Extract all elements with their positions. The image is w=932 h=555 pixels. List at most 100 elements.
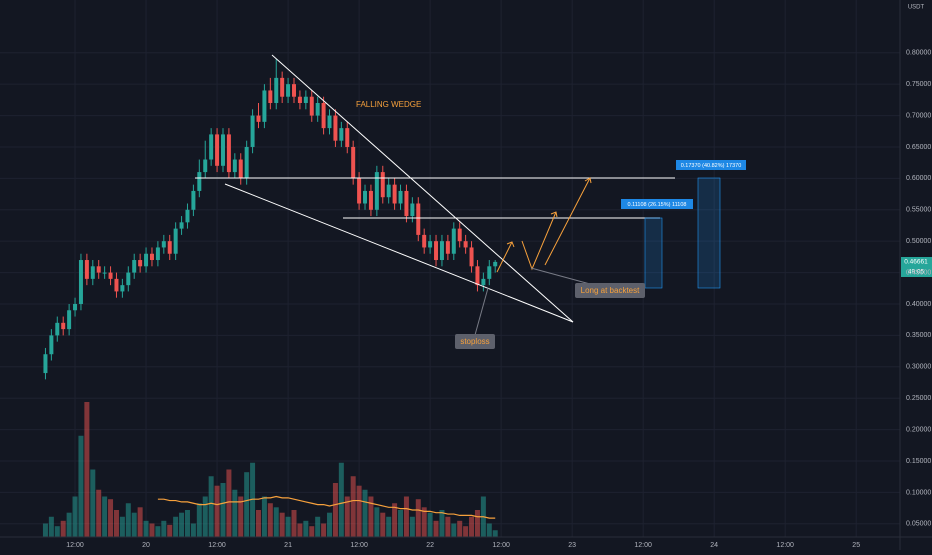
candle-body bbox=[73, 303, 78, 311]
arrow bbox=[544, 177, 591, 266]
candle-body bbox=[392, 184, 397, 204]
volume-bar bbox=[279, 512, 285, 537]
candle-body bbox=[161, 241, 166, 248]
candle-body bbox=[416, 203, 421, 235]
volume-bar bbox=[208, 476, 214, 537]
volume-bar bbox=[196, 503, 202, 537]
volume-bar bbox=[415, 499, 421, 537]
target-range bbox=[644, 217, 663, 289]
candle-body bbox=[451, 228, 456, 254]
x-tick-label: 22 bbox=[426, 542, 434, 549]
volume-bar bbox=[350, 476, 356, 537]
candle-body bbox=[434, 241, 439, 261]
candles bbox=[43, 59, 498, 380]
volume-bar bbox=[386, 516, 392, 537]
volume-bar bbox=[102, 496, 108, 537]
candle-body bbox=[43, 354, 48, 374]
volume-bar bbox=[368, 496, 374, 537]
candle-body bbox=[309, 96, 314, 116]
volume-bar bbox=[108, 499, 114, 537]
candle-body bbox=[327, 115, 332, 129]
candle-body bbox=[244, 146, 249, 179]
candle-body bbox=[226, 134, 231, 173]
volume-bar bbox=[273, 507, 279, 537]
volume-bar bbox=[327, 512, 333, 537]
volume-bar bbox=[469, 516, 475, 537]
candle-body bbox=[126, 272, 131, 286]
volume-bar bbox=[113, 510, 119, 537]
volume-bar bbox=[72, 496, 78, 537]
volume-bar bbox=[125, 503, 131, 537]
last-price: 0.46661 bbox=[904, 259, 928, 266]
candle-body bbox=[132, 260, 137, 273]
y-tick-label: 0.45000 bbox=[906, 269, 931, 276]
y-tick-label: 0.40000 bbox=[906, 301, 931, 308]
candle-body bbox=[410, 203, 415, 217]
x-tick-label: 12:00 bbox=[66, 542, 84, 549]
volume-bar bbox=[285, 516, 291, 537]
volume-bar bbox=[433, 520, 439, 537]
volume-bar bbox=[173, 516, 179, 537]
volume-bar bbox=[332, 483, 338, 537]
volume-bar bbox=[238, 496, 244, 537]
volume-bar bbox=[474, 510, 480, 537]
volume-bar bbox=[54, 526, 60, 537]
volume-bar bbox=[403, 496, 409, 537]
candle-body bbox=[345, 128, 350, 147]
candle-body bbox=[398, 190, 403, 204]
candle-body bbox=[203, 159, 208, 173]
volume-bar bbox=[297, 523, 303, 537]
candle-body bbox=[386, 184, 391, 198]
price-badge bbox=[901, 257, 932, 267]
volume-bar bbox=[226, 469, 232, 537]
candle-body bbox=[49, 335, 54, 355]
x-tick-label: 12:00 bbox=[350, 542, 368, 549]
volume-bar bbox=[439, 510, 445, 537]
label-box bbox=[676, 160, 746, 170]
y-tick-label: 0.30000 bbox=[906, 364, 931, 371]
x-tick-label: 24 bbox=[710, 542, 718, 549]
volume-bar bbox=[161, 520, 167, 537]
volume-bar bbox=[66, 512, 72, 537]
arrow bbox=[496, 241, 513, 273]
volume-bar bbox=[220, 483, 226, 537]
volume-bar bbox=[303, 520, 309, 537]
y-tick-label: 0.70000 bbox=[906, 112, 931, 119]
range-label: 0.17370 (40.82%) 17370 bbox=[681, 163, 742, 169]
candle-body bbox=[357, 178, 362, 204]
candle-body bbox=[380, 172, 385, 198]
volume-bar bbox=[315, 516, 321, 537]
volume-bar bbox=[261, 496, 267, 537]
candle-body bbox=[108, 272, 113, 279]
candle-body bbox=[209, 134, 214, 160]
callout-pointer bbox=[474, 287, 489, 336]
candle-body bbox=[96, 266, 101, 273]
volume-bar bbox=[96, 489, 102, 537]
callout-text: Long at backtest bbox=[581, 286, 640, 295]
candle-body bbox=[220, 134, 225, 166]
y-tick-label: 0.75000 bbox=[906, 81, 931, 88]
candle-body bbox=[297, 96, 302, 104]
candle-body bbox=[445, 241, 450, 254]
candle-body bbox=[167, 241, 172, 254]
volume-bar bbox=[232, 489, 238, 537]
callout-box bbox=[455, 334, 495, 349]
candle-body bbox=[363, 190, 368, 204]
volume-bar bbox=[445, 516, 451, 537]
volume-bar bbox=[492, 530, 498, 537]
volume-bar bbox=[250, 462, 256, 537]
volume-bar bbox=[179, 512, 185, 537]
arrow-head bbox=[506, 241, 515, 248]
candle-body bbox=[368, 190, 373, 210]
volume-ma bbox=[157, 495, 496, 519]
volume-bar bbox=[184, 510, 190, 537]
range-label: 0.11108 (26.15%) 11108 bbox=[628, 202, 687, 208]
candle-body bbox=[232, 159, 237, 173]
volume-bar bbox=[48, 516, 54, 537]
candle-body bbox=[61, 322, 66, 330]
y-tick-label: 0.10000 bbox=[906, 489, 931, 496]
volume-bar bbox=[167, 524, 173, 537]
currency: USDT bbox=[908, 5, 925, 11]
candle-body bbox=[155, 247, 160, 261]
candle-body bbox=[268, 90, 273, 104]
